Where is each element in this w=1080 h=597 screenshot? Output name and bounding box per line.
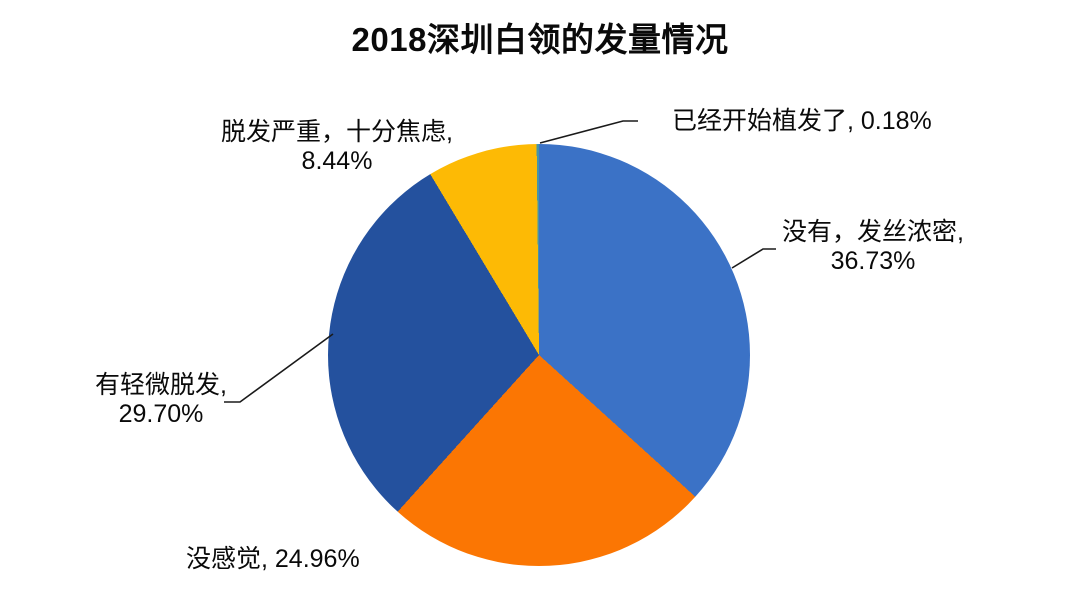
slice-label-percent: 29.70% [118,400,204,428]
slice-label-no-feeling: 没感觉, 24.96% [186,545,360,574]
slice-label-text: 已经开始植发了, 0.18% [672,107,932,135]
slice-label-slight-loss: 有轻微脱发, 29.70% [61,371,261,429]
pie-chart [328,144,750,566]
slice-label-text: 脱发严重，十分焦虑, [221,118,453,146]
slice-label-text: 没有，发丝浓密, [782,218,964,246]
leader-line-transplant-slice [539,120,638,144]
slice-label-percent: 36.73% [830,247,916,275]
slice-label-transplant: 已经开始植发了, 0.18% [672,107,932,136]
chart-title: 2018深圳白领的发量情况 [351,21,729,58]
slice-label-percent: 8.44% [301,147,373,175]
slice-label-text: 有轻微脱发, [95,371,227,399]
slice-label-severe-loss: 脱发严重，十分焦虑, 8.44% [217,118,457,176]
slice-label-text: 没感觉, 24.96% [186,545,360,573]
slice-label-dense-hair: 没有，发丝浓密, 36.73% [763,218,983,276]
